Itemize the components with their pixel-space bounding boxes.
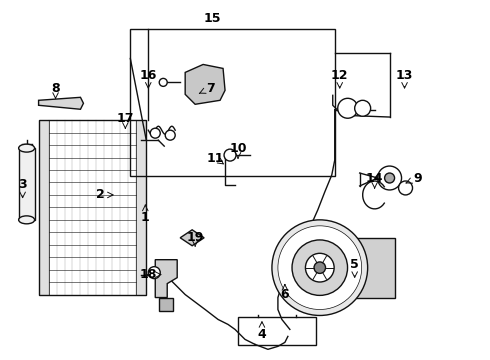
Text: 1: 1 [141,211,149,224]
Circle shape [150,128,160,138]
Text: 13: 13 [396,69,413,82]
Circle shape [338,98,358,118]
Text: 10: 10 [229,141,247,155]
Polygon shape [185,64,225,104]
Circle shape [159,78,167,86]
Text: 7: 7 [206,82,215,95]
Bar [39,120,147,294]
Circle shape [148,267,160,279]
Circle shape [278,226,362,310]
Bar [19,148,35,220]
Circle shape [314,262,325,273]
Text: 2: 2 [96,188,105,202]
Text: 8: 8 [51,82,60,95]
Bar [136,120,147,294]
Text: 16: 16 [140,69,157,82]
Polygon shape [180,230,204,246]
Circle shape [398,181,413,195]
Polygon shape [155,260,177,298]
Bar [238,318,316,345]
Polygon shape [39,97,83,109]
Circle shape [165,130,175,140]
Text: 9: 9 [413,171,422,185]
Circle shape [305,253,334,282]
Circle shape [272,220,368,315]
Circle shape [385,173,394,183]
Ellipse shape [19,144,35,152]
Bar [39,120,49,294]
Text: 11: 11 [206,152,224,165]
Text: 5: 5 [350,258,359,271]
Bar [130,28,335,176]
Text: 19: 19 [187,231,204,244]
Ellipse shape [19,216,35,224]
Polygon shape [159,298,173,311]
Text: 15: 15 [203,12,221,25]
Bar [320,238,394,298]
Circle shape [355,100,370,116]
Text: 3: 3 [18,179,27,192]
Circle shape [292,240,347,296]
Text: 6: 6 [281,288,289,301]
Circle shape [224,149,236,161]
Circle shape [378,166,401,190]
Text: 4: 4 [258,328,267,341]
Text: 14: 14 [366,171,383,185]
Text: 18: 18 [140,268,157,281]
Text: 17: 17 [117,112,134,125]
Text: 12: 12 [331,69,348,82]
